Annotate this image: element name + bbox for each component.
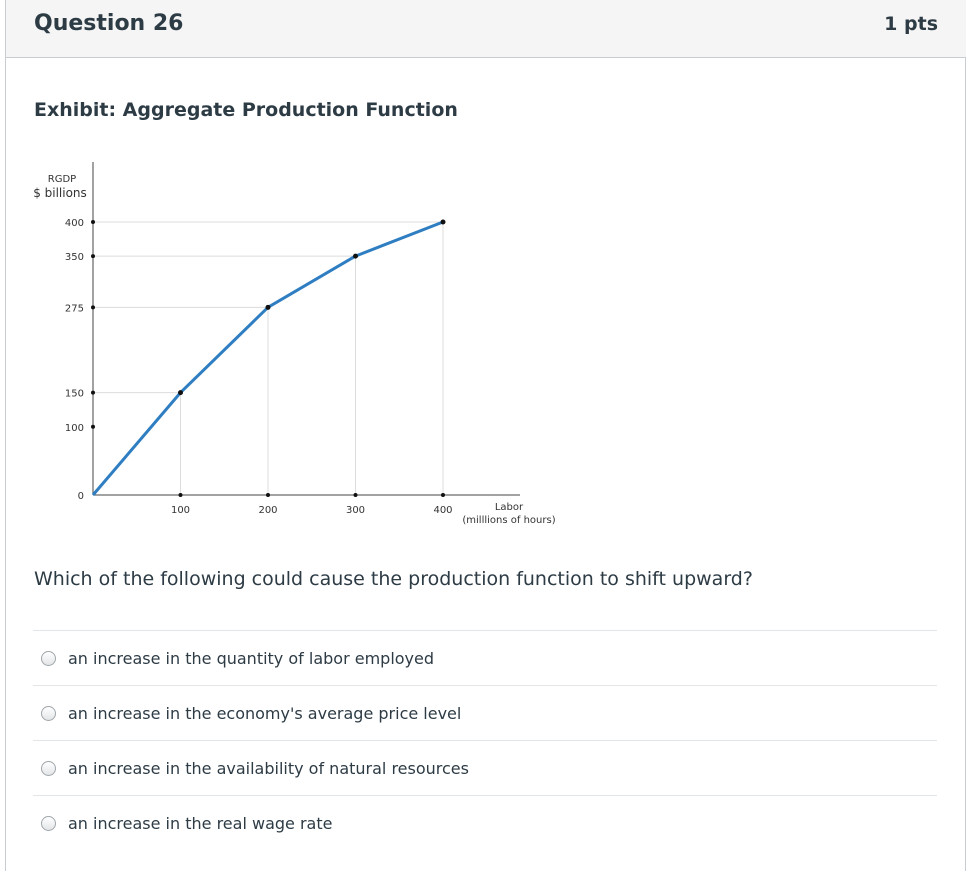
data-point bbox=[178, 390, 183, 396]
radio-button[interactable] bbox=[41, 705, 56, 721]
radio-button[interactable] bbox=[41, 815, 56, 831]
y-tick-mark bbox=[91, 220, 95, 224]
x-tick-label: 400 bbox=[433, 505, 452, 516]
question-prompt: Which of the following could cause the p… bbox=[34, 568, 753, 590]
y-tick-label: 275 bbox=[65, 303, 84, 314]
answer-label[interactable]: an increase in the economy's average pri… bbox=[68, 703, 462, 723]
data-point bbox=[265, 304, 271, 310]
x-tick-mark bbox=[266, 493, 270, 497]
y-tick-label: 400 bbox=[65, 218, 84, 229]
chart-gridlines bbox=[93, 221, 444, 495]
y-tick-labels: 400 350 275 150 100 0 bbox=[65, 218, 95, 502]
production-function-chart: RGDP $ billions Labor (milllions of hour… bbox=[33, 162, 556, 526]
y-axis-label-line2: $ billions bbox=[33, 186, 87, 200]
data-points bbox=[178, 219, 446, 396]
x-axis-label-line1: Labor bbox=[495, 502, 524, 513]
data-point bbox=[353, 253, 358, 259]
answer-option-3[interactable]: an increase in the availability of natur… bbox=[33, 740, 937, 795]
y-tick-mark bbox=[91, 305, 95, 310]
y-tick-label: 0 bbox=[78, 491, 84, 502]
x-tick-labels: 100 200 300 400 bbox=[171, 493, 453, 516]
x-tick-label: 100 bbox=[171, 505, 190, 516]
question-title: Question 26 bbox=[34, 11, 184, 36]
y-axis-label-line1: RGDP bbox=[48, 174, 76, 185]
x-axis-label-line2: (milllions of hours) bbox=[462, 515, 555, 526]
radio-button[interactable] bbox=[41, 760, 56, 776]
answer-option-4[interactable]: an increase in the real wage rate bbox=[33, 795, 937, 850]
answer-option-2[interactable]: an increase in the economy's average pri… bbox=[33, 685, 937, 740]
y-tick-label: 150 bbox=[65, 389, 84, 400]
question-frame bbox=[5, 0, 966, 871]
x-tick-mark bbox=[178, 493, 183, 497]
answer-list: an increase in the quantity of labor emp… bbox=[33, 630, 937, 850]
question-header: Question 26 1 pts bbox=[6, 0, 966, 58]
exhibit-title: Exhibit: Aggregate Production Function bbox=[34, 99, 458, 121]
x-tick-mark bbox=[441, 493, 445, 497]
x-tick-label: 200 bbox=[258, 505, 277, 516]
radio-button[interactable] bbox=[41, 650, 56, 666]
answer-label[interactable]: an increase in the real wage rate bbox=[68, 813, 333, 833]
y-tick-label: 100 bbox=[65, 423, 84, 434]
y-tick-mark bbox=[91, 254, 95, 259]
data-point bbox=[440, 219, 446, 225]
y-tick-label: 350 bbox=[65, 252, 84, 263]
x-tick-mark bbox=[353, 493, 358, 497]
x-tick-label: 300 bbox=[346, 505, 365, 516]
y-tick-mark bbox=[91, 424, 95, 429]
answer-label[interactable]: an increase in the availability of natur… bbox=[68, 758, 469, 778]
answer-option-1[interactable]: an increase in the quantity of labor emp… bbox=[33, 630, 937, 685]
answer-label[interactable]: an increase in the quantity of labor emp… bbox=[68, 648, 435, 668]
question-points: 1 pts bbox=[884, 13, 938, 35]
y-tick-mark bbox=[91, 390, 95, 395]
